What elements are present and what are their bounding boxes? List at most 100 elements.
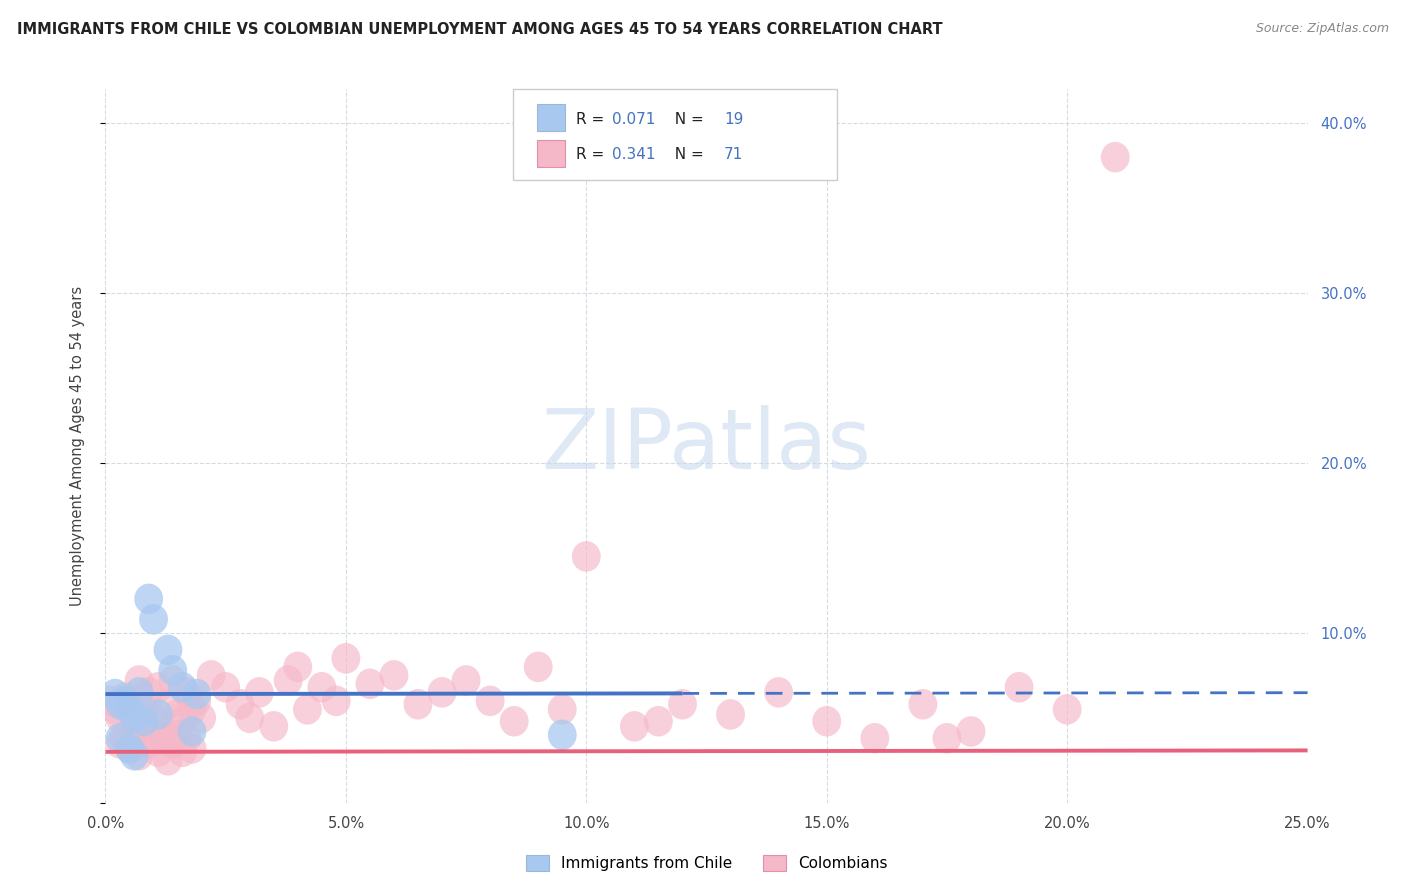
- Ellipse shape: [129, 694, 159, 724]
- Ellipse shape: [163, 720, 193, 750]
- Ellipse shape: [129, 706, 159, 737]
- Ellipse shape: [225, 689, 254, 720]
- Ellipse shape: [120, 720, 149, 750]
- Ellipse shape: [125, 740, 153, 771]
- Ellipse shape: [159, 728, 187, 758]
- Ellipse shape: [765, 677, 793, 707]
- Ellipse shape: [620, 711, 648, 741]
- Ellipse shape: [932, 723, 962, 754]
- Ellipse shape: [860, 723, 889, 754]
- Ellipse shape: [139, 716, 167, 747]
- Text: 71: 71: [724, 147, 744, 162]
- Legend: Immigrants from Chile, Colombians: Immigrants from Chile, Colombians: [520, 849, 893, 877]
- Ellipse shape: [167, 706, 197, 737]
- Ellipse shape: [1005, 672, 1033, 703]
- Ellipse shape: [96, 686, 125, 716]
- Ellipse shape: [572, 541, 600, 572]
- Ellipse shape: [499, 706, 529, 737]
- Ellipse shape: [120, 740, 149, 771]
- Ellipse shape: [1053, 694, 1081, 724]
- Ellipse shape: [167, 672, 197, 703]
- Text: N =: N =: [665, 112, 709, 127]
- Ellipse shape: [173, 677, 201, 707]
- Text: IMMIGRANTS FROM CHILE VS COLOMBIAN UNEMPLOYMENT AMONG AGES 45 TO 54 YEARS CORREL: IMMIGRANTS FROM CHILE VS COLOMBIAN UNEMP…: [17, 22, 942, 37]
- Ellipse shape: [110, 723, 139, 754]
- Ellipse shape: [427, 677, 457, 707]
- Ellipse shape: [115, 689, 143, 720]
- Ellipse shape: [187, 703, 217, 733]
- Ellipse shape: [129, 711, 159, 741]
- Ellipse shape: [149, 716, 177, 747]
- Ellipse shape: [524, 651, 553, 682]
- Ellipse shape: [101, 694, 129, 724]
- Text: 0.341: 0.341: [612, 147, 655, 162]
- Ellipse shape: [308, 672, 336, 703]
- Ellipse shape: [125, 665, 153, 696]
- Ellipse shape: [101, 679, 129, 709]
- Ellipse shape: [120, 706, 149, 737]
- Text: Source: ZipAtlas.com: Source: ZipAtlas.com: [1256, 22, 1389, 36]
- Ellipse shape: [716, 699, 745, 730]
- Ellipse shape: [259, 711, 288, 741]
- Ellipse shape: [322, 686, 350, 716]
- Ellipse shape: [668, 689, 697, 720]
- Text: 19: 19: [724, 112, 744, 127]
- Text: R =: R =: [576, 112, 610, 127]
- Ellipse shape: [380, 660, 408, 690]
- Ellipse shape: [356, 669, 384, 699]
- Ellipse shape: [105, 703, 135, 733]
- Ellipse shape: [284, 651, 312, 682]
- Text: R =: R =: [576, 147, 610, 162]
- Ellipse shape: [956, 716, 986, 747]
- Ellipse shape: [183, 679, 211, 709]
- Y-axis label: Unemployment Among Ages 45 to 54 years: Unemployment Among Ages 45 to 54 years: [70, 286, 84, 606]
- Ellipse shape: [908, 689, 938, 720]
- Ellipse shape: [115, 733, 143, 764]
- Ellipse shape: [177, 694, 207, 724]
- Ellipse shape: [163, 699, 193, 730]
- Ellipse shape: [292, 694, 322, 724]
- Ellipse shape: [167, 737, 197, 767]
- Ellipse shape: [135, 677, 163, 707]
- Ellipse shape: [548, 694, 576, 724]
- Ellipse shape: [153, 689, 183, 720]
- Ellipse shape: [149, 723, 177, 754]
- Ellipse shape: [211, 672, 240, 703]
- Ellipse shape: [813, 706, 841, 737]
- Ellipse shape: [159, 665, 187, 696]
- Text: 0.071: 0.071: [612, 112, 655, 127]
- Ellipse shape: [110, 686, 139, 716]
- Ellipse shape: [404, 689, 433, 720]
- Ellipse shape: [177, 733, 207, 764]
- Ellipse shape: [115, 694, 143, 724]
- Ellipse shape: [139, 703, 167, 733]
- Text: N =: N =: [665, 147, 709, 162]
- Ellipse shape: [105, 728, 135, 758]
- Ellipse shape: [143, 737, 173, 767]
- Ellipse shape: [173, 723, 201, 754]
- Ellipse shape: [105, 723, 135, 754]
- Ellipse shape: [139, 604, 167, 634]
- Ellipse shape: [644, 706, 673, 737]
- Ellipse shape: [177, 716, 207, 747]
- Ellipse shape: [159, 655, 187, 686]
- Ellipse shape: [245, 677, 274, 707]
- Ellipse shape: [475, 686, 505, 716]
- Ellipse shape: [115, 733, 143, 764]
- Ellipse shape: [548, 720, 576, 750]
- Ellipse shape: [153, 745, 183, 776]
- Ellipse shape: [332, 643, 360, 673]
- Ellipse shape: [120, 703, 149, 733]
- Ellipse shape: [1101, 142, 1129, 172]
- Ellipse shape: [451, 665, 481, 696]
- Text: ZIPatlas: ZIPatlas: [541, 406, 872, 486]
- Ellipse shape: [135, 728, 163, 758]
- Ellipse shape: [105, 689, 135, 720]
- Ellipse shape: [125, 677, 153, 707]
- Ellipse shape: [235, 703, 264, 733]
- Ellipse shape: [274, 665, 302, 696]
- Ellipse shape: [153, 634, 183, 665]
- Ellipse shape: [183, 686, 211, 716]
- Ellipse shape: [110, 682, 139, 713]
- Ellipse shape: [143, 672, 173, 703]
